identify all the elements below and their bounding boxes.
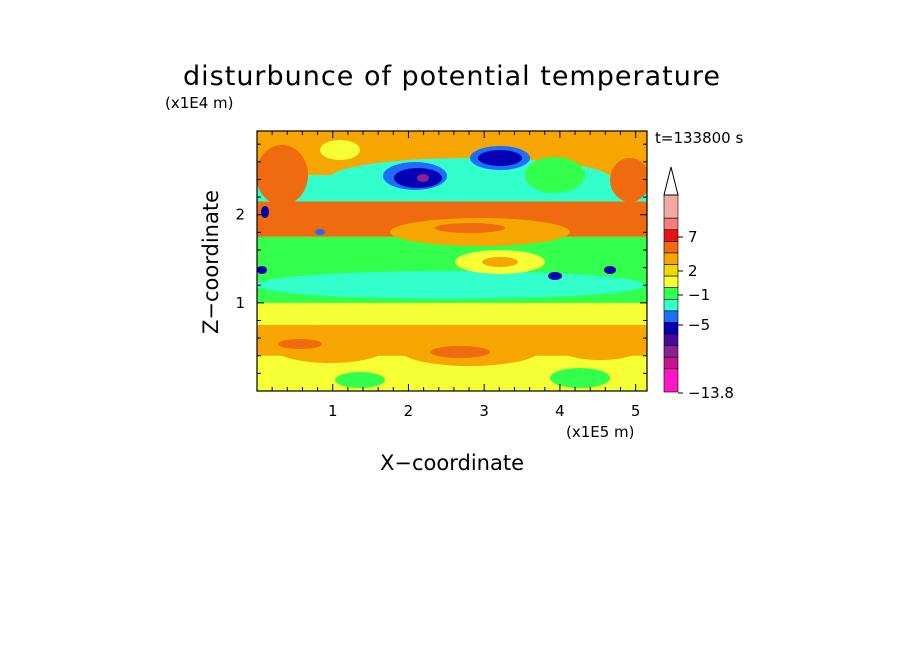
y-tick-label: 1 — [235, 294, 245, 312]
contour-patch — [257, 271, 645, 299]
colorbar — [663, 166, 679, 393]
contour-patch — [430, 346, 490, 358]
y-tick-label: 2 — [235, 206, 245, 224]
x-unit-label: (x1E5 m) — [566, 423, 635, 441]
contour-patch — [261, 206, 269, 218]
x-tick-label: 3 — [479, 402, 489, 420]
contour-patch — [320, 140, 360, 160]
x-tick-label: 5 — [631, 402, 641, 420]
contour-patch — [478, 150, 522, 166]
contour-patch — [278, 339, 322, 349]
x-tick-label: 4 — [555, 402, 565, 420]
contour-band — [257, 302, 647, 325]
colorbar-extend-arrow — [663, 166, 679, 196]
colorbar-swatch — [663, 264, 679, 277]
colorbar-label: 2 — [688, 262, 698, 280]
colorbar-labels: 7 2 −1 −5 −13.8 — [678, 228, 734, 402]
contour-patch — [270, 327, 390, 363]
colorbar-label: −5 — [688, 316, 710, 334]
colorbar-swatch — [663, 275, 679, 289]
colorbar-swatch — [663, 252, 679, 265]
colorbar-swatch — [663, 345, 679, 358]
colorbar-label: 7 — [688, 228, 698, 246]
time-label: t=133800 s — [655, 129, 743, 147]
contour-patch — [417, 174, 429, 182]
chart-title: disturbunce of potential temperature — [183, 61, 721, 92]
colorbar-swatch — [663, 356, 679, 370]
colorbar-swatch — [663, 310, 679, 323]
contour-patch — [550, 368, 610, 388]
contour-patch — [604, 266, 616, 274]
contour-patch — [548, 272, 562, 280]
contour-patch — [610, 158, 647, 202]
contour-patch — [482, 257, 518, 267]
x-tick-label: 2 — [404, 402, 414, 420]
contour-patch — [435, 223, 505, 233]
y-axis-label: Z−coordinate — [199, 190, 223, 334]
colorbar-swatch — [663, 333, 679, 346]
colorbar-swatch — [663, 298, 679, 312]
colorbar-swatch — [663, 229, 679, 242]
colorbar-swatch — [663, 241, 679, 254]
axis-ticks — [257, 131, 647, 391]
contour-patch — [315, 229, 325, 235]
x-axis-label: X−coordinate — [380, 451, 524, 475]
tick-labels: 1 2 3 4 5 1 2 — [235, 206, 640, 420]
x-tick-label: 1 — [328, 402, 338, 420]
colorbar-swatch — [663, 217, 679, 231]
contour-patch — [335, 372, 385, 388]
colorbar-swatch — [663, 194, 679, 219]
colorbar-swatch — [663, 322, 679, 335]
contour-patch — [555, 330, 645, 360]
contour-patch — [257, 145, 308, 205]
y-unit-label: (x1E4 m) — [165, 94, 234, 112]
plot-area — [257, 131, 647, 391]
contour-patch — [525, 157, 585, 193]
plot-frame — [256, 130, 648, 392]
colorbar-label: −1 — [688, 286, 710, 304]
colorbar-label: −13.8 — [688, 384, 734, 402]
contour-features — [257, 140, 647, 388]
colorbar-swatch — [663, 368, 679, 393]
colorbar-swatch — [663, 287, 679, 300]
